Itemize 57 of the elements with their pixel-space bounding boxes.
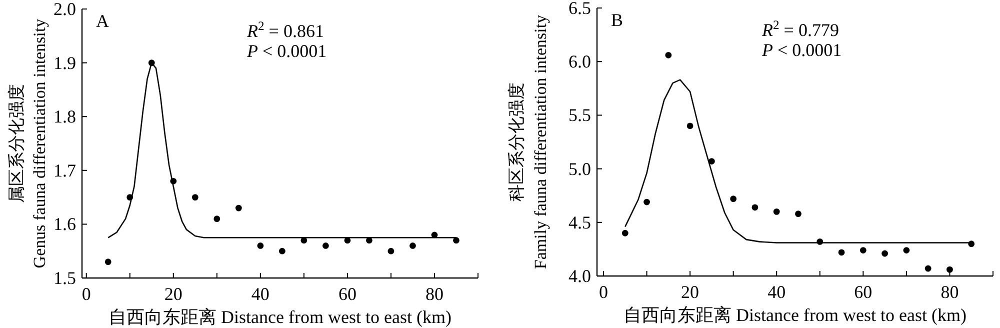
point: [388, 248, 394, 254]
y-tick-label: 4.5: [568, 212, 591, 232]
y-tick-label: 6.5: [568, 0, 591, 18]
x-tick-label: 80: [940, 282, 959, 302]
annotation: P < 0.0001: [246, 41, 327, 61]
y-tick-label: 6.0: [568, 52, 591, 72]
point: [773, 208, 780, 215]
point: [257, 242, 264, 249]
x-tick-label: 40: [768, 282, 786, 302]
y-axis-title: 属区系分化强度 Genus fauna differentiation intensity: [7, 18, 49, 268]
y-tick-label: 1.8: [54, 106, 76, 127]
y-tick-label: 1.5: [54, 268, 76, 288]
point: [686, 122, 694, 130]
x-tick-label: 60: [338, 284, 356, 304]
y-tick-label: 5.0: [568, 158, 591, 179]
y-axis-title: 科区系分化强度 Family fauna differentiation intensity: [507, 14, 550, 270]
y-tick-label: 4.0: [568, 266, 591, 286]
y-tick-label: 1.9: [54, 52, 76, 73]
x-tick-label: 80: [425, 284, 444, 304]
point: [644, 198, 650, 206]
annotation: A: [96, 11, 109, 31]
point: [192, 194, 198, 200]
point: [730, 196, 737, 202]
annotation: R$^{2}$ = 0.861: [246, 19, 324, 41]
x-axis-title: 自西向东距离 Distance from west to east (km): [108, 307, 452, 327]
x-tick-label: 20: [681, 282, 700, 302]
point: [665, 52, 672, 58]
y-tick-label: 5.5: [568, 105, 591, 126]
x-axis-title: 自西向东距离 Distance from west to east (km): [624, 305, 966, 325]
point: [903, 247, 910, 254]
point: [410, 242, 416, 249]
point: [882, 250, 888, 257]
point: [708, 158, 715, 164]
point: [924, 265, 932, 272]
y-tick-label: 2.0: [54, 0, 76, 19]
point: [322, 242, 329, 249]
annotation: R$^{2}$ = 0.779: [761, 18, 839, 40]
point: [453, 237, 460, 244]
x-tick-label: 0: [598, 282, 608, 302]
x-tick-label: 40: [251, 284, 270, 304]
y-tick-label: 1.7: [54, 160, 76, 180]
point: [860, 247, 866, 254]
point: [752, 204, 758, 211]
point: [278, 248, 286, 254]
x-tick-label: 20: [164, 284, 182, 304]
point: [214, 216, 220, 222]
point: [104, 258, 112, 266]
point: [946, 266, 953, 273]
annotation: P < 0.0001: [761, 40, 842, 60]
y-tick-label: 1.6: [54, 214, 76, 234]
x-tick-label: 60: [854, 282, 872, 302]
point: [795, 210, 802, 218]
point: [235, 204, 242, 212]
x-tick-label: 0: [82, 284, 91, 304]
point: [838, 249, 845, 256]
point: [622, 230, 628, 236]
annotation: B: [611, 10, 624, 30]
